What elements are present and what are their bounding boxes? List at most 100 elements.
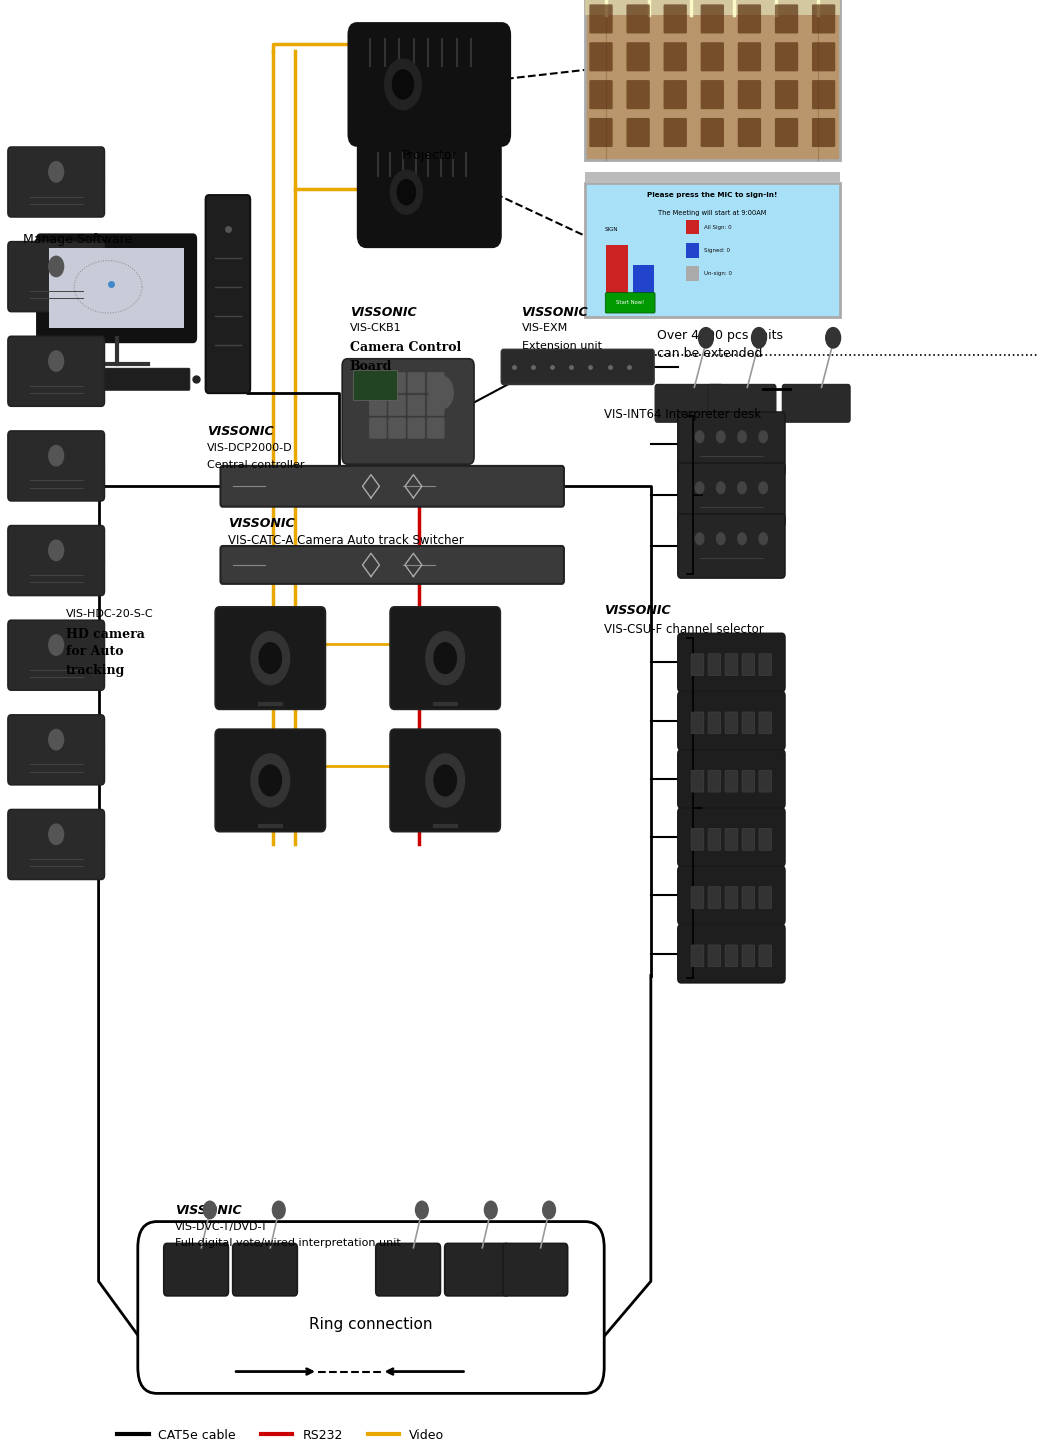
Circle shape xyxy=(717,482,725,494)
FancyBboxPatch shape xyxy=(390,607,500,709)
FancyBboxPatch shape xyxy=(389,418,406,438)
FancyBboxPatch shape xyxy=(605,293,655,313)
FancyBboxPatch shape xyxy=(664,80,687,109)
Circle shape xyxy=(717,431,725,443)
FancyBboxPatch shape xyxy=(678,925,784,983)
FancyBboxPatch shape xyxy=(7,242,104,312)
FancyBboxPatch shape xyxy=(742,887,755,909)
FancyBboxPatch shape xyxy=(358,137,500,248)
Circle shape xyxy=(251,754,289,807)
FancyBboxPatch shape xyxy=(742,654,755,676)
Text: can be extended: can be extended xyxy=(657,347,762,360)
Circle shape xyxy=(49,162,64,182)
Text: Manage Software: Manage Software xyxy=(23,233,132,246)
FancyBboxPatch shape xyxy=(678,412,784,476)
Text: Extension unit: Extension unit xyxy=(522,341,601,351)
FancyBboxPatch shape xyxy=(759,712,772,734)
FancyBboxPatch shape xyxy=(691,654,704,676)
FancyBboxPatch shape xyxy=(7,336,104,406)
FancyBboxPatch shape xyxy=(742,712,755,734)
Legend: CAT5e cable, RS232, Video: CAT5e cable, RS232, Video xyxy=(112,1424,449,1447)
FancyBboxPatch shape xyxy=(708,828,721,850)
FancyBboxPatch shape xyxy=(701,42,724,71)
FancyBboxPatch shape xyxy=(678,692,784,750)
Circle shape xyxy=(251,632,289,684)
FancyBboxPatch shape xyxy=(427,395,444,415)
FancyBboxPatch shape xyxy=(408,373,425,393)
Text: Full digital vote/wired interpretation unit: Full digital vote/wired interpretation u… xyxy=(175,1238,401,1248)
Text: The Meeting will start at 9:00AM: The Meeting will start at 9:00AM xyxy=(658,210,766,215)
Text: All Sign: 0: All Sign: 0 xyxy=(704,224,731,230)
FancyBboxPatch shape xyxy=(686,266,699,281)
FancyBboxPatch shape xyxy=(708,887,721,909)
Circle shape xyxy=(259,642,282,674)
FancyBboxPatch shape xyxy=(725,770,738,792)
Text: Start Now!: Start Now! xyxy=(616,300,643,306)
FancyBboxPatch shape xyxy=(708,712,721,734)
FancyBboxPatch shape xyxy=(775,80,798,109)
Text: Central controller: Central controller xyxy=(207,460,304,470)
FancyBboxPatch shape xyxy=(691,712,704,734)
FancyBboxPatch shape xyxy=(7,715,104,785)
Circle shape xyxy=(49,729,64,750)
Circle shape xyxy=(695,431,704,443)
FancyBboxPatch shape xyxy=(626,80,650,109)
FancyBboxPatch shape xyxy=(626,118,650,147)
FancyBboxPatch shape xyxy=(655,384,723,422)
FancyBboxPatch shape xyxy=(664,118,687,147)
FancyBboxPatch shape xyxy=(725,945,738,967)
FancyBboxPatch shape xyxy=(7,620,104,690)
Text: VISSONIC: VISSONIC xyxy=(522,306,588,319)
FancyBboxPatch shape xyxy=(708,654,721,676)
FancyBboxPatch shape xyxy=(7,147,104,217)
Circle shape xyxy=(759,533,767,545)
FancyBboxPatch shape xyxy=(585,0,840,15)
FancyBboxPatch shape xyxy=(678,514,784,578)
FancyBboxPatch shape xyxy=(738,118,761,147)
FancyBboxPatch shape xyxy=(349,23,510,146)
FancyBboxPatch shape xyxy=(742,770,755,792)
FancyBboxPatch shape xyxy=(369,418,386,438)
FancyBboxPatch shape xyxy=(725,712,738,734)
Circle shape xyxy=(204,1201,216,1219)
Text: VIS-CATC-A Camera Auto track Switcher: VIS-CATC-A Camera Auto track Switcher xyxy=(228,534,463,547)
FancyBboxPatch shape xyxy=(701,4,724,33)
Text: VIS-CKB1: VIS-CKB1 xyxy=(350,323,402,333)
Circle shape xyxy=(752,328,766,348)
FancyBboxPatch shape xyxy=(49,248,184,328)
FancyBboxPatch shape xyxy=(678,633,784,692)
Circle shape xyxy=(738,482,746,494)
FancyBboxPatch shape xyxy=(738,4,761,33)
Circle shape xyxy=(738,431,746,443)
FancyBboxPatch shape xyxy=(589,42,613,71)
FancyBboxPatch shape xyxy=(678,866,784,925)
Circle shape xyxy=(390,170,423,214)
FancyBboxPatch shape xyxy=(502,1243,568,1296)
FancyBboxPatch shape xyxy=(701,118,724,147)
FancyBboxPatch shape xyxy=(585,172,840,183)
Text: Un-sign: 0: Un-sign: 0 xyxy=(704,271,731,277)
FancyBboxPatch shape xyxy=(206,195,250,393)
FancyBboxPatch shape xyxy=(427,373,444,393)
FancyBboxPatch shape xyxy=(775,118,798,147)
FancyBboxPatch shape xyxy=(738,42,761,71)
FancyBboxPatch shape xyxy=(369,395,386,415)
Circle shape xyxy=(699,328,713,348)
Circle shape xyxy=(49,446,64,466)
FancyBboxPatch shape xyxy=(812,42,835,71)
FancyBboxPatch shape xyxy=(759,945,772,967)
Text: VISSONIC: VISSONIC xyxy=(350,306,417,319)
FancyBboxPatch shape xyxy=(686,220,699,234)
Circle shape xyxy=(759,482,767,494)
FancyBboxPatch shape xyxy=(678,463,784,527)
FancyBboxPatch shape xyxy=(759,654,772,676)
Text: VISSONIC: VISSONIC xyxy=(604,604,671,617)
FancyBboxPatch shape xyxy=(389,373,406,393)
Text: Signed: 0: Signed: 0 xyxy=(704,248,730,253)
FancyBboxPatch shape xyxy=(43,368,190,390)
FancyBboxPatch shape xyxy=(408,418,425,438)
FancyBboxPatch shape xyxy=(664,42,687,71)
Circle shape xyxy=(392,70,413,99)
FancyBboxPatch shape xyxy=(701,80,724,109)
Circle shape xyxy=(385,60,422,109)
